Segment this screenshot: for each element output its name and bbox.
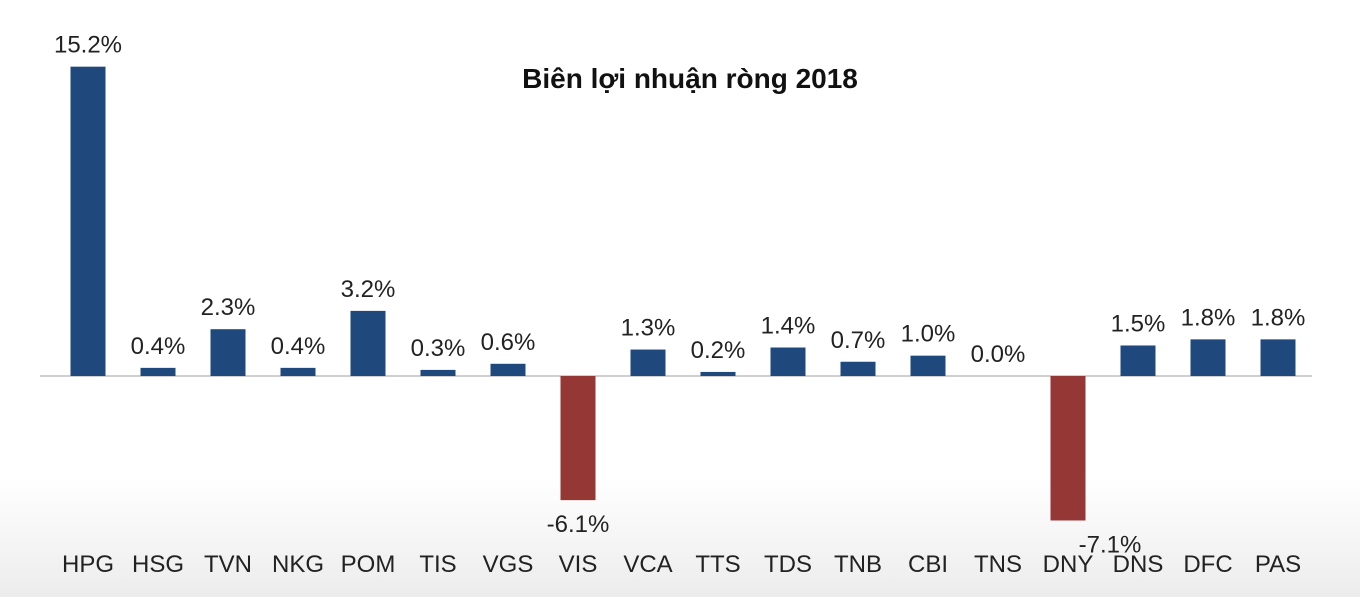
bar-hsg (140, 367, 176, 376)
category-label-hsg: HSG (132, 551, 184, 578)
bar-vgs (490, 363, 526, 376)
category-label-tds: TDS (764, 551, 812, 578)
category-label-vca: VCA (623, 551, 672, 578)
value-label-pas: 1.8% (1251, 304, 1306, 331)
bar-pas (1260, 339, 1296, 376)
category-label-vgs: VGS (483, 551, 534, 578)
bar-hpg (70, 66, 106, 377)
category-label-tts: TTS (695, 551, 740, 578)
category-label-tnb: TNB (834, 551, 882, 578)
value-label-tds: 1.4% (761, 313, 816, 340)
value-label-tnb: 0.7% (831, 327, 886, 354)
category-label-dny: DNY (1043, 551, 1094, 578)
value-label-cbi: 1.0% (901, 321, 956, 348)
category-label-pas: PAS (1255, 551, 1301, 578)
bar-dns (1120, 345, 1156, 376)
bar-nkg (280, 367, 316, 376)
bar-tds (770, 347, 806, 376)
bar-tvn (210, 329, 246, 376)
value-label-vca: 1.3% (621, 315, 676, 342)
bar-tis (420, 369, 456, 376)
bar-vis (560, 376, 596, 501)
category-label-dfc: DFC (1183, 551, 1232, 578)
value-label-nkg: 0.4% (271, 333, 326, 360)
value-label-dny: -7.1% (1079, 531, 1142, 558)
value-label-vis: -6.1% (547, 511, 610, 538)
category-label-nkg: NKG (272, 551, 324, 578)
bar-tts (700, 371, 736, 376)
bar-cbi (910, 355, 946, 376)
value-label-tis: 0.3% (411, 335, 466, 362)
category-label-dns: DNS (1113, 551, 1164, 578)
bar-pom (350, 310, 386, 376)
category-label-tns: TNS (974, 551, 1022, 578)
bar-dfc (1190, 339, 1226, 376)
value-label-tns: 0.0% (971, 341, 1026, 368)
category-label-hpg: HPG (62, 551, 114, 578)
value-label-pom: 3.2% (341, 276, 396, 303)
category-label-vis: VIS (559, 551, 598, 578)
bar-vca (630, 349, 666, 376)
category-label-pom: POM (341, 551, 396, 578)
category-label-tis: TIS (419, 551, 456, 578)
category-labels-group: HPG HSG TVN NKG POM TIS VGS VIS VCA TTS TDS TNB CBI T… (62, 551, 1301, 578)
bar-dny (1050, 376, 1086, 521)
bars-group (70, 66, 1296, 521)
value-label-tvn: 2.3% (201, 294, 256, 321)
value-labels-group: 15.2% 0.4% 2.3% 0.4% 3.2% 0.3% 0.6% -6.1% 1.3% 0.… (54, 32, 1305, 559)
value-label-dfc: 1.8% (1181, 304, 1236, 331)
value-label-hsg: 0.4% (131, 333, 186, 360)
value-label-tts: 0.2% (691, 337, 746, 364)
value-label-vgs: 0.6% (481, 329, 536, 356)
bar-tnb (840, 361, 876, 376)
value-label-hpg: 15.2% (54, 32, 122, 59)
chart-title: Biên lợi nhuận ròng 2018 (522, 63, 858, 94)
category-label-tvn: TVN (204, 551, 252, 578)
value-label-dns: 1.5% (1111, 310, 1166, 337)
category-label-cbi: CBI (908, 551, 948, 578)
